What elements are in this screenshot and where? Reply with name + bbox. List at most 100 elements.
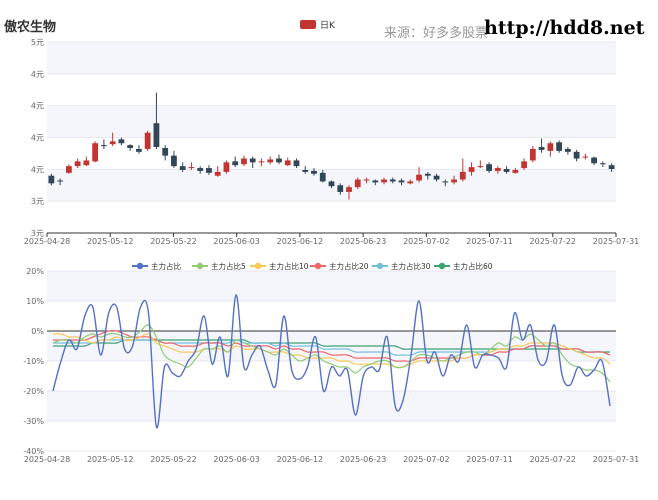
candle-body — [136, 148, 142, 152]
candle-body — [276, 158, 282, 163]
series-legend-marker — [376, 262, 384, 270]
candle-body — [232, 161, 239, 166]
candle-body — [267, 159, 274, 163]
candle-body — [503, 169, 510, 172]
candle-body — [241, 158, 247, 165]
series-legend-marker — [254, 262, 262, 270]
ratio-x-tick-label: 2025-07-22 — [530, 455, 577, 464]
series-legend-label: 主力占比 — [151, 261, 181, 271]
kline-y-tick-label: 3元 — [31, 229, 44, 238]
kline-y-tick-label: 4元 — [31, 134, 44, 143]
candle-body — [477, 166, 484, 168]
kline-x-tick-label: 2025-05-22 — [150, 237, 197, 246]
kline-x-tick-label: 2025-07-22 — [530, 237, 577, 246]
ratio-x-tick-label: 2025-07-02 — [403, 455, 450, 464]
candle-body — [363, 179, 370, 181]
candle-body — [109, 141, 116, 145]
candle-body — [197, 168, 204, 171]
candle-body — [424, 173, 431, 176]
ratio-y-tick-label: -10% — [23, 357, 44, 366]
candle-body — [337, 185, 344, 192]
candle-body — [494, 168, 501, 171]
stock-title: 傲农生物 — [4, 20, 57, 35]
candle-body — [459, 171, 466, 180]
ratio-y-tick-label: -30% — [23, 417, 44, 426]
candle-body — [346, 187, 352, 192]
candle-body — [564, 148, 571, 152]
ratio-x-tick-label: 2025-05-12 — [87, 455, 134, 464]
ratio-grid-band — [47, 271, 616, 301]
candle-body — [381, 179, 387, 183]
source-label: 来源：好多多股票 — [384, 26, 489, 41]
candle-body — [223, 162, 230, 172]
series-legend-marker — [314, 262, 322, 270]
kline-grid-band — [47, 105, 616, 138]
candle-body — [608, 165, 615, 170]
kline-x-tick-label: 2025-06-12 — [277, 237, 324, 246]
candle-body — [302, 169, 309, 172]
candle-body — [407, 181, 414, 184]
ratio-x-tick-label: 2025-07-11 — [466, 455, 513, 464]
ratio-grid-band — [47, 391, 616, 421]
kline-y-tick-label: 4元 — [31, 165, 44, 174]
candle-body — [293, 160, 300, 167]
ratio-y-tick-label: -20% — [23, 387, 44, 396]
candle-body — [118, 139, 125, 144]
ratio-x-tick-label: 2025-07-31 — [593, 455, 640, 464]
kline-x-tick-label: 2025-04-28 — [24, 237, 71, 246]
candle-body — [319, 172, 326, 182]
candle-body — [206, 168, 212, 173]
candle-body — [591, 157, 598, 164]
candle-body — [538, 147, 545, 150]
kline-x-tick-label: 2025-07-02 — [403, 237, 450, 246]
candle-body — [57, 180, 64, 182]
candle-body — [92, 143, 99, 162]
ratio-x-tick-label: 2025-06-12 — [277, 455, 324, 464]
candle-body — [372, 180, 379, 183]
candle-body — [214, 171, 221, 176]
series-line — [52, 333, 611, 368]
kline-legend[interactable]: 日K — [300, 18, 335, 31]
candle-body — [398, 180, 405, 183]
ratio-y-tick-label: 10% — [26, 297, 44, 306]
candle-body — [599, 163, 606, 165]
series-legend-label: 主力占比20 — [329, 261, 369, 271]
ratio-x-tick-label: 2025-06-03 — [213, 455, 260, 464]
site-url[interactable]: http://hdd8.net — [484, 17, 645, 39]
candle-body — [573, 151, 580, 159]
kline-grid-band — [47, 42, 616, 74]
candle-body — [521, 161, 527, 169]
candle-body — [179, 166, 186, 170]
candle-body — [328, 181, 335, 187]
ratio-x-tick-label: 2025-04-28 — [24, 455, 71, 464]
candle-body — [468, 167, 475, 172]
series-legend-label: 主力占比60 — [453, 261, 493, 271]
series-legend-label: 主力占比30 — [391, 261, 431, 271]
candle-body — [582, 156, 589, 158]
candle-body — [153, 123, 160, 148]
candle-body — [512, 169, 519, 173]
candle-body — [416, 174, 422, 181]
candle-body — [284, 160, 291, 166]
ratio-y-tick-label: 20% — [26, 267, 44, 276]
series-legend-label: 主力占比5 — [211, 261, 246, 271]
candle-body — [389, 179, 396, 182]
kline-x-tick-label: 2025-05-12 — [87, 237, 134, 246]
candle-body — [556, 142, 562, 151]
series-legend-marker — [136, 262, 144, 270]
kline-legend-swatch — [300, 20, 316, 29]
kline-y-tick-label: 4元 — [31, 102, 44, 111]
kline-x-tick-label: 2025-07-31 — [593, 237, 640, 246]
kline-x-tick-label: 2025-06-03 — [213, 237, 260, 246]
candle-body — [101, 145, 107, 147]
series-line — [53, 330, 611, 362]
candle-body — [433, 175, 440, 180]
kline-y-tick-label: 4元 — [31, 70, 44, 79]
candle-body — [48, 175, 55, 184]
candle-body — [354, 179, 361, 188]
kline-legend-label: 日K — [320, 21, 335, 31]
kline-y-tick-label: 5元 — [31, 38, 44, 47]
candle-body — [249, 158, 256, 163]
candle-body — [74, 161, 81, 167]
